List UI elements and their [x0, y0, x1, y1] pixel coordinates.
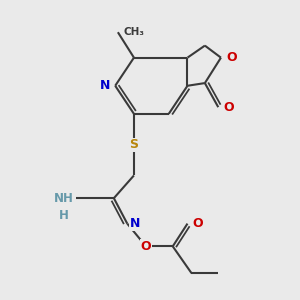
Text: H: H	[58, 209, 68, 222]
Text: N: N	[130, 217, 140, 230]
Text: O: O	[224, 101, 234, 114]
Text: NH: NH	[54, 192, 74, 205]
Text: O: O	[141, 240, 151, 253]
Text: N: N	[100, 79, 110, 92]
Text: O: O	[193, 217, 203, 230]
Text: S: S	[129, 138, 138, 151]
Text: O: O	[226, 51, 237, 64]
Text: CH₃: CH₃	[123, 27, 144, 37]
